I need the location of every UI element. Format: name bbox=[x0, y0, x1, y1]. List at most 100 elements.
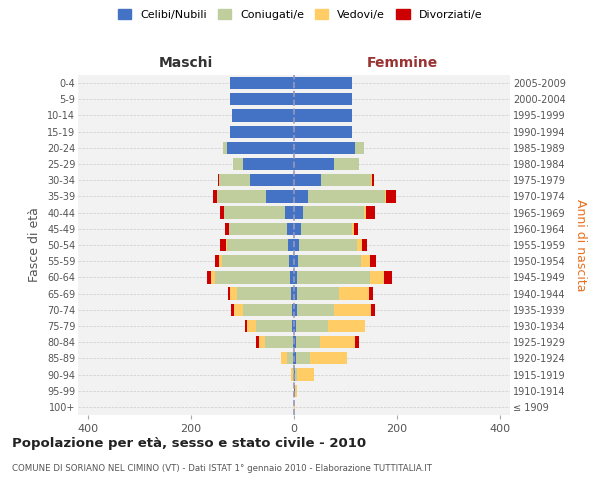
Bar bbox=[295, 384, 296, 397]
Bar bbox=[238, 288, 292, 300]
Bar bbox=[250, 174, 294, 186]
Bar bbox=[364, 206, 366, 219]
Bar bbox=[334, 158, 359, 170]
Bar bbox=[321, 174, 371, 186]
Bar bbox=[294, 304, 296, 316]
Bar bbox=[292, 368, 293, 380]
Bar bbox=[265, 336, 293, 348]
Bar bbox=[296, 320, 328, 332]
Bar bbox=[233, 158, 242, 170]
Bar bbox=[293, 368, 294, 380]
Y-axis label: Fasce di età: Fasce di età bbox=[28, 208, 41, 282]
Text: Maschi: Maschi bbox=[159, 56, 213, 70]
Bar bbox=[229, 222, 287, 235]
Bar bbox=[245, 320, 247, 332]
Bar bbox=[218, 174, 220, 186]
Bar bbox=[292, 320, 294, 332]
Bar bbox=[222, 255, 289, 268]
Bar bbox=[297, 368, 314, 380]
Bar bbox=[290, 271, 294, 283]
Bar bbox=[296, 288, 339, 300]
Bar bbox=[287, 352, 293, 364]
Bar bbox=[213, 190, 217, 202]
Bar bbox=[220, 206, 224, 219]
Bar bbox=[215, 255, 220, 268]
Bar bbox=[227, 142, 294, 154]
Bar bbox=[308, 190, 385, 202]
Bar bbox=[296, 352, 310, 364]
Bar bbox=[294, 126, 352, 138]
Bar bbox=[303, 206, 364, 219]
Bar bbox=[371, 174, 372, 186]
Bar bbox=[301, 222, 352, 235]
Bar bbox=[370, 255, 376, 268]
Bar bbox=[357, 239, 362, 251]
Bar bbox=[366, 206, 375, 219]
Bar bbox=[294, 255, 298, 268]
Bar bbox=[294, 206, 303, 219]
Bar bbox=[294, 93, 352, 106]
Bar bbox=[242, 158, 294, 170]
Bar bbox=[296, 304, 334, 316]
Bar bbox=[220, 255, 222, 268]
Bar bbox=[294, 352, 296, 364]
Text: Femmine: Femmine bbox=[367, 56, 437, 70]
Bar bbox=[371, 304, 375, 316]
Bar bbox=[225, 222, 229, 235]
Bar bbox=[224, 206, 285, 219]
Bar bbox=[296, 336, 320, 348]
Bar bbox=[256, 336, 259, 348]
Bar bbox=[294, 271, 296, 283]
Bar bbox=[386, 190, 396, 202]
Bar bbox=[328, 320, 365, 332]
Bar bbox=[339, 288, 368, 300]
Bar bbox=[294, 336, 296, 348]
Bar bbox=[292, 288, 294, 300]
Y-axis label: Anni di nascita: Anni di nascita bbox=[574, 198, 587, 291]
Bar bbox=[294, 77, 352, 89]
Bar bbox=[230, 77, 294, 89]
Bar bbox=[288, 239, 294, 251]
Bar bbox=[211, 271, 215, 283]
Bar bbox=[227, 239, 288, 251]
Bar bbox=[294, 174, 321, 186]
Text: Popolazione per età, sesso e stato civile - 2010: Popolazione per età, sesso e stato civil… bbox=[12, 438, 366, 450]
Bar bbox=[243, 304, 292, 316]
Bar bbox=[384, 271, 392, 283]
Bar bbox=[298, 255, 361, 268]
Bar bbox=[294, 320, 296, 332]
Bar bbox=[266, 190, 294, 202]
Bar bbox=[355, 142, 364, 154]
Bar bbox=[293, 336, 294, 348]
Bar bbox=[320, 336, 355, 348]
Bar bbox=[227, 288, 230, 300]
Bar bbox=[285, 206, 294, 219]
Bar bbox=[334, 304, 371, 316]
Bar bbox=[256, 320, 292, 332]
Bar bbox=[294, 401, 295, 413]
Bar bbox=[230, 126, 294, 138]
Bar bbox=[294, 368, 295, 380]
Bar bbox=[372, 174, 374, 186]
Bar bbox=[368, 288, 373, 300]
Bar bbox=[226, 239, 227, 251]
Bar bbox=[299, 239, 357, 251]
Bar bbox=[230, 93, 294, 106]
Bar bbox=[310, 352, 347, 364]
Bar bbox=[362, 239, 367, 251]
Bar bbox=[232, 110, 294, 122]
Bar bbox=[294, 158, 334, 170]
Bar bbox=[220, 239, 226, 251]
Bar bbox=[230, 288, 238, 300]
Bar bbox=[353, 222, 358, 235]
Text: COMUNE DI SORIANO NEL CIMINO (VT) - Dati ISTAT 1° gennaio 2010 - Elaborazione TU: COMUNE DI SORIANO NEL CIMINO (VT) - Dati… bbox=[12, 464, 432, 473]
Bar bbox=[292, 304, 294, 316]
Legend: Celibi/Nubili, Coniugati/e, Vedovi/e, Divorziati/e: Celibi/Nubili, Coniugati/e, Vedovi/e, Di… bbox=[115, 6, 485, 23]
Bar bbox=[217, 190, 266, 202]
Bar bbox=[294, 142, 355, 154]
Bar bbox=[247, 320, 256, 332]
Bar bbox=[385, 190, 386, 202]
Bar bbox=[207, 271, 211, 283]
Bar bbox=[215, 271, 290, 283]
Bar bbox=[294, 222, 301, 235]
